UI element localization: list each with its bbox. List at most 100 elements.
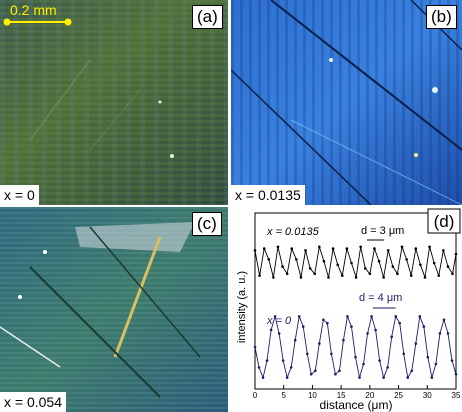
data-point: [257, 366, 261, 369]
micrograph-a: 0.2 mm (a) x = 0: [0, 0, 228, 205]
micrograph-a-image: [0, 0, 228, 205]
data-point: [293, 338, 297, 342]
data-point: [362, 362, 365, 366]
data-point: [368, 272, 372, 276]
data-point: [432, 261, 436, 265]
data-point: [309, 372, 313, 376]
micrograph-b-image: [231, 0, 462, 205]
data-point: [419, 263, 422, 267]
data-point: [305, 352, 309, 356]
data-point: [322, 318, 325, 322]
data-point: [374, 328, 377, 332]
data-point: [414, 342, 418, 345]
data-point: [269, 328, 273, 332]
data-point: [253, 345, 257, 349]
data-point: [350, 325, 353, 328]
data-point: [378, 359, 381, 362]
data-point: [405, 258, 408, 261]
data-point: [345, 247, 349, 250]
panel-tag-b: (b): [426, 5, 457, 29]
data-point: [430, 376, 434, 379]
data-point: [290, 247, 294, 250]
data-point: [438, 332, 442, 335]
panel-tag-a: (a): [192, 5, 223, 29]
scale-bar-label: 0.2 mm: [10, 2, 57, 18]
data-point: [454, 372, 458, 376]
data-point: [382, 376, 385, 379]
x-label-a: x = 0: [0, 185, 39, 205]
series-label-bottom: x = 0: [266, 315, 292, 327]
panel-tag-d: (d): [434, 212, 455, 231]
data-point: [442, 318, 446, 322]
x-tick-label: 25: [394, 391, 403, 400]
data-point: [428, 245, 431, 249]
data-point: [313, 272, 317, 276]
x-tick-label: 10: [308, 391, 317, 400]
data-point: [406, 376, 410, 379]
x-tick-label: 30: [423, 391, 432, 400]
data-point: [386, 249, 390, 252]
data-point: [314, 369, 317, 373]
y-axis-label: intensity (a. u.): [236, 271, 248, 343]
data-point: [267, 258, 271, 261]
data-point: [354, 276, 358, 279]
data-point: [295, 258, 298, 261]
data-point: [304, 249, 307, 252]
data-point: [414, 247, 418, 250]
period-label-bottom: d = 4 μm: [359, 292, 402, 304]
data-point: [330, 352, 333, 356]
data-point: [358, 376, 361, 379]
data-point: [281, 359, 285, 362]
x-axis-label: distance (μm): [320, 398, 393, 412]
data-point: [402, 352, 406, 356]
data-point: [437, 274, 441, 277]
data-point: [451, 272, 454, 276]
x-label-b: x = 0.0135: [231, 185, 305, 205]
data-point: [326, 321, 329, 325]
series-label-top: x = 0.0135: [266, 226, 320, 238]
data-point: [398, 321, 402, 325]
data-point: [454, 252, 458, 256]
data-point: [258, 274, 261, 277]
panel-tag-c: (c): [192, 212, 222, 236]
data-point: [301, 325, 305, 328]
data-point: [262, 247, 266, 250]
data-point: [322, 259, 326, 263]
period-label-top: d = 3 μm: [361, 225, 404, 237]
data-point: [273, 315, 277, 318]
data-point: [354, 355, 357, 359]
data-point: [366, 332, 369, 335]
data-point: [318, 342, 321, 345]
micrograph-c-image: [0, 207, 228, 412]
data-point: [434, 362, 438, 366]
x-tick-label: 20: [365, 391, 374, 400]
data-point: [410, 369, 414, 373]
x-tick-label: 0: [253, 391, 258, 400]
data-point: [373, 247, 376, 250]
plot-frame: [254, 212, 457, 390]
data-point: [370, 315, 373, 318]
data-point: [318, 245, 321, 249]
data-point: [327, 276, 330, 279]
data-point: [338, 369, 341, 373]
data-point: [423, 276, 427, 279]
x-tick-label: 5: [281, 391, 286, 400]
data-point: [336, 263, 339, 267]
data-point: [391, 265, 395, 268]
data-point: [261, 376, 265, 379]
data-point: [276, 245, 280, 249]
data-point: [253, 249, 257, 252]
data-point: [281, 265, 284, 268]
data-point: [426, 355, 430, 359]
data-point: [289, 366, 293, 369]
data-point: [346, 315, 349, 318]
micrograph-c: (c) x = 0.054: [0, 207, 228, 412]
data-point: [382, 276, 385, 279]
data-point: [331, 247, 335, 250]
data-point: [334, 372, 337, 376]
data-point: [350, 261, 353, 265]
data-point: [363, 267, 367, 270]
x-label-c: x = 0.054: [0, 392, 66, 412]
data-point: [265, 359, 269, 362]
data-point: [396, 272, 399, 276]
